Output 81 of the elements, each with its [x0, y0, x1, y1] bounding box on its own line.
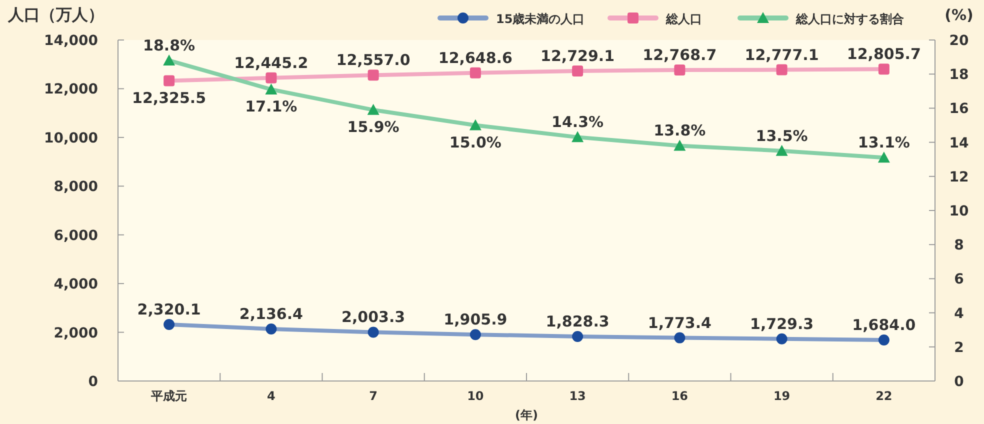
point [164, 318, 175, 330]
y2-tick-label: 8 [954, 238, 964, 254]
y2-tick-label: 0 [954, 374, 964, 390]
data-label: 2,136.4 [239, 304, 303, 323]
data-label: 1,684.0 [852, 316, 916, 334]
y2-tick-label: 6 [954, 272, 964, 288]
data-label: 1,773.4 [648, 314, 712, 332]
data-label: 13.5% [756, 126, 808, 145]
point [776, 333, 788, 344]
data-label: 2,320.1 [137, 300, 201, 318]
data-label: 12,805.7 [846, 45, 921, 64]
data-label: 12,648.6 [438, 48, 512, 67]
y2-tick-label: 2 [954, 340, 964, 356]
y-tick-label: 12,000 [44, 82, 98, 98]
y-tick-label: 2,000 [54, 325, 98, 342]
data-label: 1,905.9 [444, 310, 508, 329]
point [368, 70, 379, 81]
point [674, 64, 686, 76]
x-axis-title: (年) [515, 408, 538, 422]
data-label: 12,445.2 [234, 54, 308, 72]
y-tick-label: 4,000 [54, 276, 98, 293]
y-tick-label: 0 [88, 374, 98, 390]
point [367, 104, 380, 115]
y2-tick-label: 18 [949, 67, 969, 84]
point [878, 64, 890, 75]
x-tick-label: 19 [773, 389, 790, 403]
point [878, 152, 890, 163]
point [164, 75, 175, 86]
data-label: 13.8% [654, 122, 706, 140]
data-label: 18.8% [143, 36, 196, 54]
data-label: 2,003.3 [342, 308, 406, 326]
y-tick-label: 14,000 [44, 33, 98, 49]
y-tick-label: 8,000 [54, 179, 98, 196]
point [470, 329, 481, 340]
data-label: 14.3% [552, 113, 604, 132]
legend-label: 15歳未満の人口 [496, 12, 585, 26]
data-label: 12,557.0 [336, 51, 410, 70]
point [266, 323, 277, 334]
x-tick-label: 10 [467, 389, 484, 403]
legend-label: 総人口に対する割合 [795, 12, 905, 26]
x-tick-label: 13 [569, 389, 586, 403]
data-label: 13.1% [858, 134, 910, 152]
point [674, 140, 686, 151]
point [572, 65, 584, 76]
x-tick-label: 平成元 [150, 389, 188, 403]
x-tick-label: 7 [369, 389, 378, 403]
y2-tick-label: 10 [949, 204, 969, 220]
x-tick-label: 22 [876, 389, 892, 403]
data-label: 12,777.1 [744, 46, 819, 64]
data-label: 1,729.3 [750, 314, 814, 333]
data-label: 1,828.3 [546, 312, 610, 330]
point [368, 326, 379, 338]
point [572, 131, 584, 142]
x-tick-label: 4 [267, 389, 276, 403]
data-label: 12,768.7 [642, 46, 717, 64]
y-axis-title: 人口（万人） [7, 5, 104, 24]
point [878, 334, 890, 346]
point [266, 72, 277, 84]
y2-tick-label: 14 [949, 135, 969, 152]
data-label: 12,325.5 [132, 88, 206, 107]
y2-tick-label: 12 [949, 169, 969, 186]
y2-tick-label: 16 [949, 101, 969, 118]
y2-tick-label: 20 [949, 33, 969, 49]
y-tick-label: 6,000 [54, 228, 98, 244]
point [469, 119, 482, 130]
point [776, 64, 788, 76]
data-label: 17.1% [245, 97, 298, 116]
point [470, 67, 481, 78]
y2-tick-label: 4 [954, 306, 964, 322]
point [674, 332, 686, 344]
data-label: 12,729.1 [540, 46, 615, 65]
data-label: 15.9% [347, 118, 400, 136]
y-tick-label: 10,000 [44, 130, 98, 146]
data-label: 15.0% [449, 133, 502, 152]
point [572, 330, 584, 342]
x-tick-label: 16 [671, 389, 688, 403]
point [163, 54, 176, 66]
point [776, 144, 788, 156]
y2-axis-title: (%) [944, 6, 974, 24]
point [265, 83, 278, 94]
legend-label: 総人口 [665, 12, 702, 26]
